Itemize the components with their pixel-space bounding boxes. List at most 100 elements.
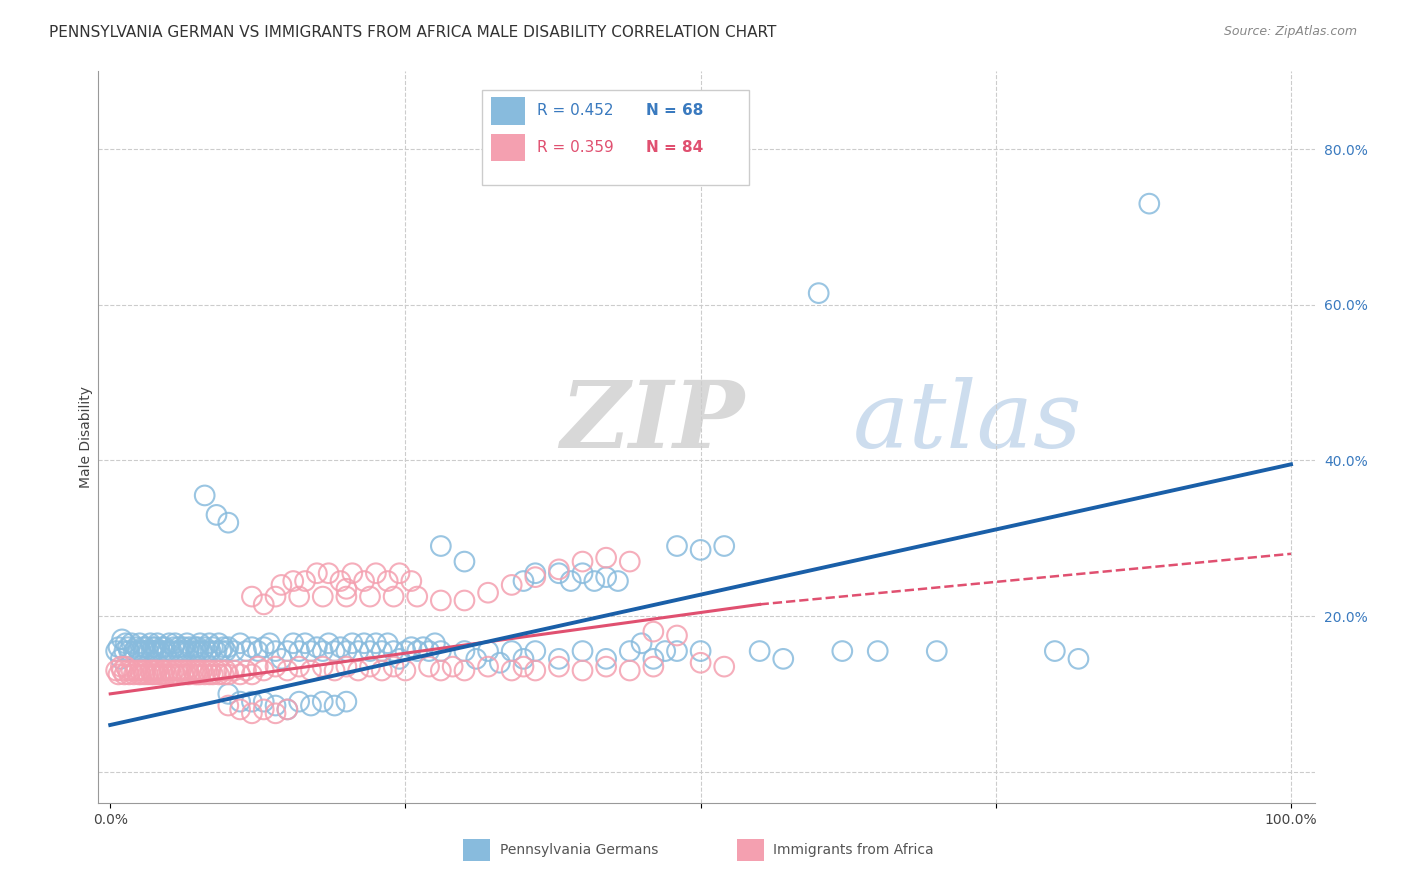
Point <box>208 667 231 681</box>
Point <box>121 636 143 650</box>
Point <box>276 664 298 678</box>
Point <box>299 664 322 678</box>
Point <box>163 640 186 655</box>
Point <box>128 667 150 681</box>
Point <box>377 574 399 588</box>
Point <box>107 667 129 681</box>
Point <box>359 644 381 658</box>
Point <box>157 664 180 678</box>
Point <box>388 652 411 666</box>
Point <box>134 667 156 681</box>
Point <box>329 574 352 588</box>
Point <box>201 640 224 655</box>
Point <box>253 695 276 709</box>
Point <box>359 590 381 604</box>
Point <box>229 667 252 681</box>
Point <box>270 578 292 592</box>
Point <box>128 636 150 650</box>
Point <box>191 664 214 678</box>
Point <box>453 664 475 678</box>
Point <box>253 598 276 612</box>
Point <box>235 664 257 678</box>
Point <box>187 644 209 658</box>
Point <box>323 698 346 713</box>
Point <box>208 636 231 650</box>
Point <box>143 640 166 655</box>
Point <box>136 667 159 681</box>
Point <box>235 644 257 658</box>
Point <box>548 652 571 666</box>
Point <box>441 659 464 673</box>
Point <box>139 636 162 650</box>
Point <box>595 659 617 673</box>
Point <box>264 706 287 721</box>
Point <box>142 667 165 681</box>
Point <box>364 566 387 581</box>
Point <box>689 656 711 670</box>
Point <box>394 664 416 678</box>
Point <box>524 570 547 584</box>
Point <box>187 664 209 678</box>
Point <box>240 695 263 709</box>
Point <box>136 644 159 658</box>
Point <box>571 664 593 678</box>
Point <box>128 644 150 658</box>
Point <box>205 644 228 658</box>
Point <box>118 667 141 681</box>
Point <box>453 644 475 658</box>
Point <box>371 644 394 658</box>
Point <box>152 644 174 658</box>
Point <box>229 702 252 716</box>
Point <box>430 644 453 658</box>
Point <box>394 644 416 658</box>
Point <box>264 698 287 713</box>
Point <box>342 636 364 650</box>
Point <box>205 508 228 522</box>
Point <box>135 664 157 678</box>
Point <box>128 664 150 678</box>
Point <box>831 644 853 658</box>
Point <box>524 644 547 658</box>
Point <box>323 664 346 678</box>
Point <box>335 659 357 673</box>
Point <box>184 667 207 681</box>
FancyBboxPatch shape <box>464 839 491 862</box>
Point <box>619 555 641 569</box>
Point <box>132 640 155 655</box>
Point <box>176 636 198 650</box>
Point <box>713 659 735 673</box>
Point <box>160 667 183 681</box>
Point <box>401 574 423 588</box>
Text: PENNSYLVANIA GERMAN VS IMMIGRANTS FROM AFRICA MALE DISABILITY CORRELATION CHART: PENNSYLVANIA GERMAN VS IMMIGRANTS FROM A… <box>49 25 776 40</box>
Point <box>110 659 132 673</box>
Point <box>347 644 370 658</box>
Point <box>548 566 571 581</box>
Point <box>111 664 134 678</box>
Point <box>145 644 167 658</box>
Text: atlas: atlas <box>852 377 1083 467</box>
Point <box>212 640 235 655</box>
Point <box>146 664 169 678</box>
Point <box>217 516 239 530</box>
Point <box>288 644 311 658</box>
Point <box>229 636 252 650</box>
Point <box>619 644 641 658</box>
Point <box>229 695 252 709</box>
Point <box>172 667 194 681</box>
Point <box>122 644 145 658</box>
Point <box>423 636 446 650</box>
Y-axis label: Male Disability: Male Disability <box>79 386 93 488</box>
Point <box>217 687 239 701</box>
Point <box>170 664 193 678</box>
Point <box>167 667 190 681</box>
Point <box>117 664 139 678</box>
Point <box>276 644 298 658</box>
Text: R = 0.359: R = 0.359 <box>537 140 614 155</box>
Point <box>264 659 287 673</box>
Point <box>329 640 352 655</box>
Point <box>643 624 665 639</box>
Text: ZIP: ZIP <box>561 377 745 467</box>
Point <box>117 640 139 655</box>
Point <box>548 562 571 576</box>
Point <box>276 702 298 716</box>
